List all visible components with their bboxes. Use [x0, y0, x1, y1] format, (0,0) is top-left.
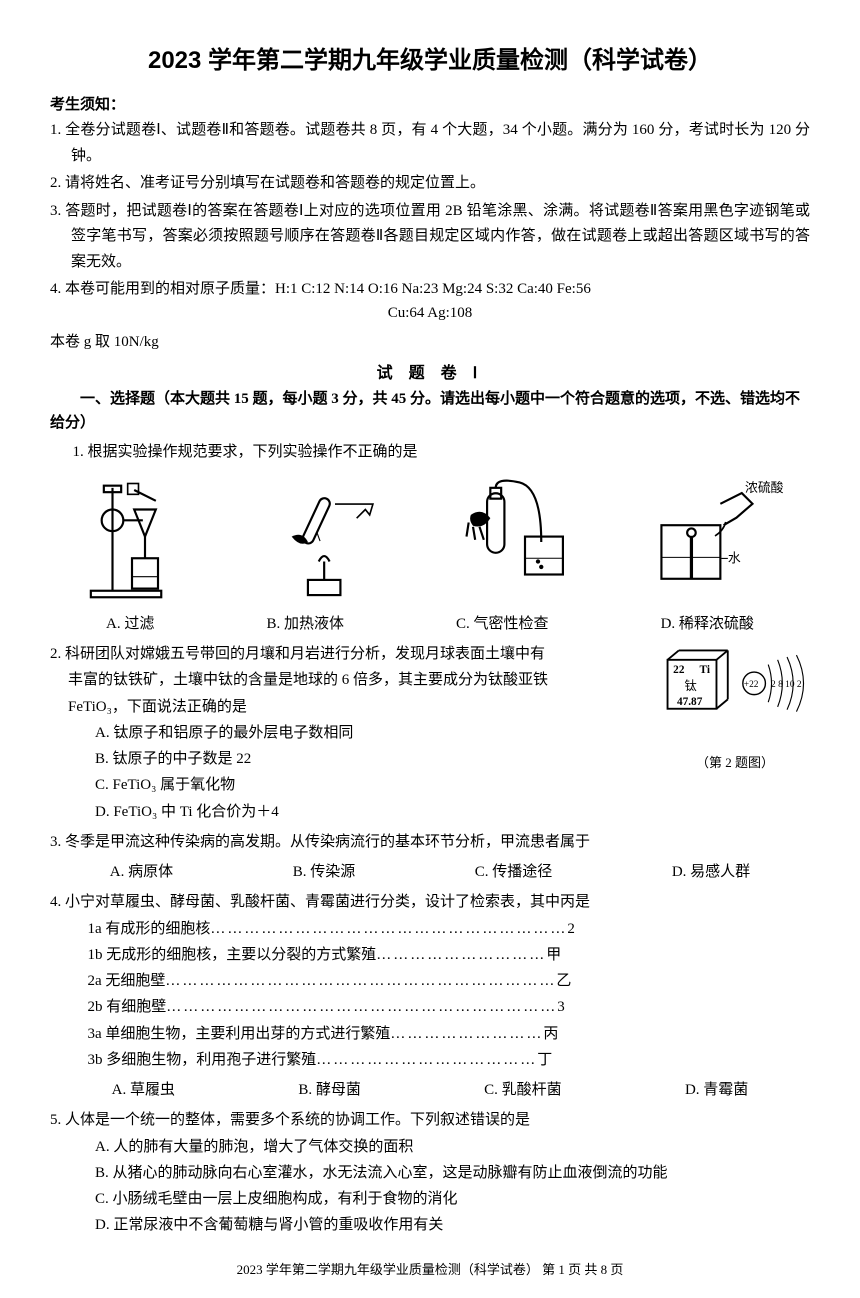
- q2-stem-1: 2. 科研团队对嫦娥五号带回的月壤和月岩进行分析，发现月球表面土壤中有: [50, 641, 650, 667]
- q4-k2b: 2b 有细胞壁: [88, 999, 167, 1015]
- q1-figures: 浓硫酸 水: [50, 477, 810, 607]
- nucleus-charge: +22: [744, 680, 759, 690]
- page-footer: 2023 学年第二学期九年级学业质量检测（科学试卷） 第 1 页 共 8 页: [50, 1259, 810, 1278]
- q4-k3a: 3a 单细胞生物，主要利用出芽的方式进行繁殖: [88, 1026, 391, 1042]
- notice-4: 4. 本卷可能用到的相对原子质量：H:1 C:12 N:14 O:16 Na:2…: [50, 277, 810, 303]
- q2-opt-d: D. FeTiO₃ 中 Ti 化合价为＋4: [95, 799, 650, 825]
- question-3: 3. 冬季是甲流这种传染病的高发期。从传染病流行的基本环节分析，甲流患者属于 A…: [50, 829, 810, 886]
- q1-fig-d-dilute-icon: 浓硫酸 水: [640, 477, 790, 607]
- q2-figure: 22 Ti 钛 47.87 +22 2 8 10 2 （第 2 题图）: [660, 641, 810, 775]
- exam-page: 2023 学年第二学期九年级学业质量检测（科学试卷） 考生须知： 1. 全卷分试…: [0, 0, 860, 1298]
- q3-opt-d: D. 易感人群: [672, 859, 750, 885]
- q4-k2b-end: 3: [557, 999, 565, 1015]
- label-water: 水: [728, 552, 741, 566]
- shell-electrons: 2 8 10 2: [771, 680, 802, 690]
- page-title: 2023 学年第二学期九年级学业质量检测（科学试卷）: [50, 40, 810, 75]
- q4-k2a-end: 乙: [556, 973, 571, 989]
- q4-k1b: 1b 无成形的细胞核，主要以分裂的方式繁殖: [88, 947, 377, 963]
- q5-opt-c: C. 小肠绒毛壁由一层上皮细胞构成，有利于食物的消化: [95, 1186, 810, 1212]
- q2-stem-3: FeTiO₃，下面说法正确的是: [50, 694, 650, 720]
- q5-stem: 5. 人体是一个统一的整体，需要多个系统的协调工作。下列叙述错误的是: [50, 1107, 810, 1133]
- q4-opt-a: A. 草履虫: [112, 1077, 175, 1103]
- label-acid: 浓硫酸: [745, 481, 784, 495]
- q2-opt-a: A. 钛原子和铝原子的最外层电子数相同: [95, 720, 650, 746]
- q3-opt-b: B. 传染源: [293, 859, 356, 885]
- notice-header: 考生须知：: [50, 93, 810, 114]
- q3-opt-a: A. 病原体: [110, 859, 173, 885]
- q1-opt-c: C. 气密性检查: [456, 611, 549, 637]
- q4-k3b-end: 丁: [537, 1052, 552, 1068]
- q2-stem-2: 丰富的钛铁矿，土壤中钛的含量是地球的 6 倍多，其主要成分为钛酸亚铁: [50, 667, 650, 693]
- element-22: 22: [673, 664, 685, 676]
- q1-fig-c-airtight-icon: [450, 477, 600, 607]
- q4-k3a-end: 丙: [543, 1026, 558, 1042]
- q1-fig-a-filter-icon: [70, 477, 220, 607]
- element-mass: 47.87: [677, 696, 703, 708]
- atomic-mass-line2: Cu:64 Ag:108: [50, 305, 810, 322]
- element-name: 钛: [684, 678, 696, 693]
- q2-opt-c: C. FeTiO₃ 属于氧化物: [95, 772, 650, 798]
- q4-k3b: 3b 多细胞生物，利用孢子进行繁殖: [88, 1052, 317, 1068]
- g-value: 本卷 g 取 10N/kg: [50, 330, 810, 351]
- question-5: 5. 人体是一个统一的整体，需要多个系统的协调工作。下列叙述错误的是 A. 人的…: [50, 1107, 810, 1238]
- q1-fig-b-heating-icon: [260, 477, 410, 607]
- question-1: 1. 根据实验操作规范要求，下列实验操作不正确的是: [50, 439, 810, 638]
- q4-k1b-end: 甲: [546, 947, 561, 963]
- q2-fig-caption: （第 2 题图）: [660, 752, 810, 775]
- question-4: 4. 小宁对草履虫、酵母菌、乳酸杆菌、青霉菌进行分类，设计了检索表，其中丙是 1…: [50, 889, 810, 1103]
- q1-opt-a: A. 过滤: [106, 611, 154, 637]
- q3-opt-c: C. 传播途径: [475, 859, 553, 885]
- q4-stem: 4. 小宁对草履虫、酵母菌、乳酸杆菌、青霉菌进行分类，设计了检索表，其中丙是: [50, 889, 810, 915]
- notice-3: 3. 答题时，把试题卷Ⅰ的答案在答题卷Ⅰ上对应的选项位置用 2B 铅笔涂黑、涂满…: [50, 199, 810, 276]
- q4-k1a: 1a 有成形的细胞核: [88, 921, 211, 937]
- q4-opt-c: C. 乳酸杆菌: [484, 1077, 562, 1103]
- q4-k2a: 2a 无细胞壁: [88, 973, 166, 989]
- section-title: 试 题 卷 Ⅰ: [50, 359, 810, 383]
- q5-opt-d: D. 正常尿液中不含葡萄糖与肾小管的重吸收作用有关: [95, 1212, 810, 1238]
- q4-opt-b: B. 酵母菌: [298, 1077, 361, 1103]
- q1-options: A. 过滤 B. 加热液体 C. 气密性检查 D. 稀释浓硫酸: [50, 611, 810, 637]
- notice-1: 1. 全卷分试题卷Ⅰ、试题卷Ⅱ和答题卷。试题卷共 8 页，有 4 个大题，34 …: [50, 118, 810, 169]
- q4-opt-d: D. 青霉菌: [685, 1077, 748, 1103]
- q5-opt-b: B. 从猪心的肺动脉向右心室灌水，水无法流入心室，这是动脉瓣有防止血液倒流的功能: [95, 1160, 810, 1186]
- q2-opt-b: B. 钛原子的中子数是 22: [95, 746, 650, 772]
- q5-opt-a: A. 人的肺有大量的肺泡，增大了气体交换的面积: [95, 1134, 810, 1160]
- section-desc: 一、选择题（本大题共 15 题，每小题 3 分，共 45 分。请选出每小题中一个…: [50, 387, 810, 435]
- question-2: 2. 科研团队对嫦娥五号带回的月壤和月岩进行分析，发现月球表面土壤中有 丰富的钛…: [50, 641, 810, 825]
- q1-opt-b: B. 加热液体: [266, 611, 344, 637]
- q1-stem: 1. 根据实验操作规范要求，下列实验操作不正确的是: [50, 439, 810, 465]
- q3-stem: 3. 冬季是甲流这种传染病的高发期。从传染病流行的基本环节分析，甲流患者属于: [50, 829, 810, 855]
- notice-2: 2. 请将姓名、准考证号分别填写在试题卷和答题卷的规定位置上。: [50, 171, 810, 197]
- q4-k1a-end: 2: [567, 921, 575, 937]
- element-ti: Ti: [700, 664, 710, 676]
- q1-opt-d: D. 稀释浓硫酸: [661, 611, 754, 637]
